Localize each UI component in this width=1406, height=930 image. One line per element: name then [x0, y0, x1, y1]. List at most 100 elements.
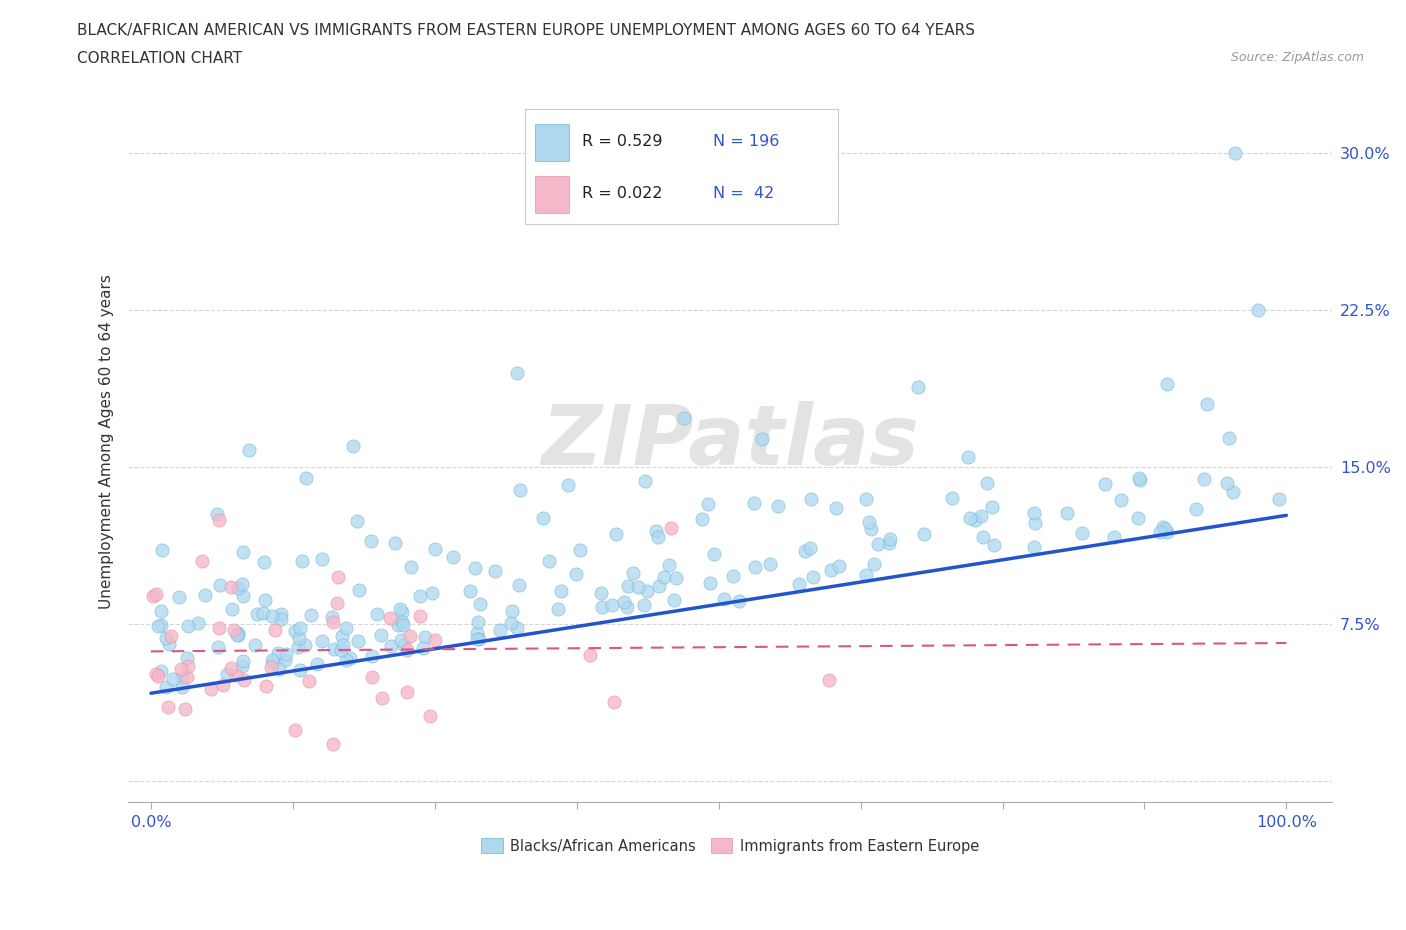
- Point: [370, 690, 392, 705]
- Point: [621, 565, 644, 580]
- Point: [231, 577, 253, 591]
- Point: [288, 620, 311, 635]
- Point: [232, 653, 254, 668]
- Point: [787, 577, 810, 591]
- Point: [273, 653, 295, 668]
- Point: [508, 578, 530, 592]
- Point: [467, 631, 489, 646]
- Point: [1156, 525, 1178, 540]
- Point: [423, 541, 446, 556]
- Point: [547, 602, 569, 617]
- Point: [617, 578, 640, 593]
- Point: [288, 631, 311, 645]
- Point: [419, 708, 441, 723]
- Point: [506, 620, 529, 635]
- Point: [413, 630, 436, 644]
- Point: [294, 637, 316, 652]
- Point: [647, 529, 669, 544]
- Point: [387, 618, 409, 632]
- Point: [226, 627, 249, 642]
- Point: [727, 593, 749, 608]
- Point: [200, 681, 222, 696]
- Point: [820, 563, 842, 578]
- Point: [605, 526, 627, 541]
- Point: [703, 547, 725, 562]
- Point: [246, 607, 269, 622]
- Point: [423, 632, 446, 647]
- Point: [380, 610, 402, 625]
- Point: [284, 723, 307, 737]
- Point: [299, 607, 322, 622]
- Point: [395, 684, 418, 699]
- Point: [260, 660, 283, 675]
- Point: [291, 553, 314, 568]
- Point: [148, 618, 170, 633]
- Point: [208, 512, 231, 527]
- Point: [766, 498, 789, 513]
- Point: [254, 678, 277, 693]
- Point: [148, 669, 170, 684]
- Point: [232, 589, 254, 604]
- Point: [600, 598, 623, 613]
- Point: [323, 642, 346, 657]
- Point: [307, 657, 329, 671]
- Point: [395, 643, 418, 658]
- Point: [565, 566, 588, 581]
- Point: [465, 626, 488, 641]
- Point: [322, 737, 344, 751]
- Point: [616, 600, 638, 615]
- Point: [859, 522, 882, 537]
- Point: [589, 586, 612, 601]
- Point: [412, 641, 434, 656]
- Point: [262, 608, 284, 623]
- Point: [225, 668, 247, 683]
- Point: [489, 622, 512, 637]
- Point: [150, 604, 173, 618]
- Point: [399, 560, 422, 575]
- Text: CORRELATION CHART: CORRELATION CHART: [77, 51, 242, 66]
- Point: [1268, 491, 1291, 506]
- Point: [311, 551, 333, 566]
- Point: [799, 492, 821, 507]
- Point: [941, 490, 963, 505]
- Point: [330, 629, 353, 644]
- Point: [267, 645, 290, 660]
- Point: [389, 632, 412, 647]
- Point: [591, 600, 613, 615]
- Point: [1129, 472, 1152, 487]
- Point: [217, 667, 239, 682]
- Point: [159, 629, 181, 644]
- Point: [221, 602, 243, 617]
- Text: ZIPatlas: ZIPatlas: [541, 401, 920, 482]
- Point: [145, 667, 167, 682]
- Point: [349, 582, 371, 597]
- Point: [1094, 476, 1116, 491]
- Point: [627, 579, 650, 594]
- Point: [409, 589, 432, 604]
- Point: [212, 678, 235, 693]
- Point: [550, 583, 572, 598]
- Point: [172, 670, 194, 684]
- Point: [347, 633, 370, 648]
- Point: [176, 670, 198, 684]
- Point: [866, 537, 889, 551]
- Point: [499, 616, 522, 631]
- Point: [531, 511, 554, 525]
- Point: [751, 432, 773, 447]
- Point: [970, 508, 993, 523]
- Point: [1102, 529, 1125, 544]
- Point: [330, 643, 353, 658]
- Point: [799, 540, 821, 555]
- Point: [509, 482, 531, 497]
- Point: [170, 661, 193, 676]
- Point: [603, 694, 626, 709]
- Point: [392, 618, 415, 632]
- Point: [664, 592, 686, 607]
- Point: [579, 647, 602, 662]
- Point: [360, 534, 382, 549]
- Point: [322, 615, 344, 630]
- Point: [744, 559, 766, 574]
- Point: [346, 513, 368, 528]
- Point: [817, 672, 839, 687]
- Point: [142, 589, 165, 604]
